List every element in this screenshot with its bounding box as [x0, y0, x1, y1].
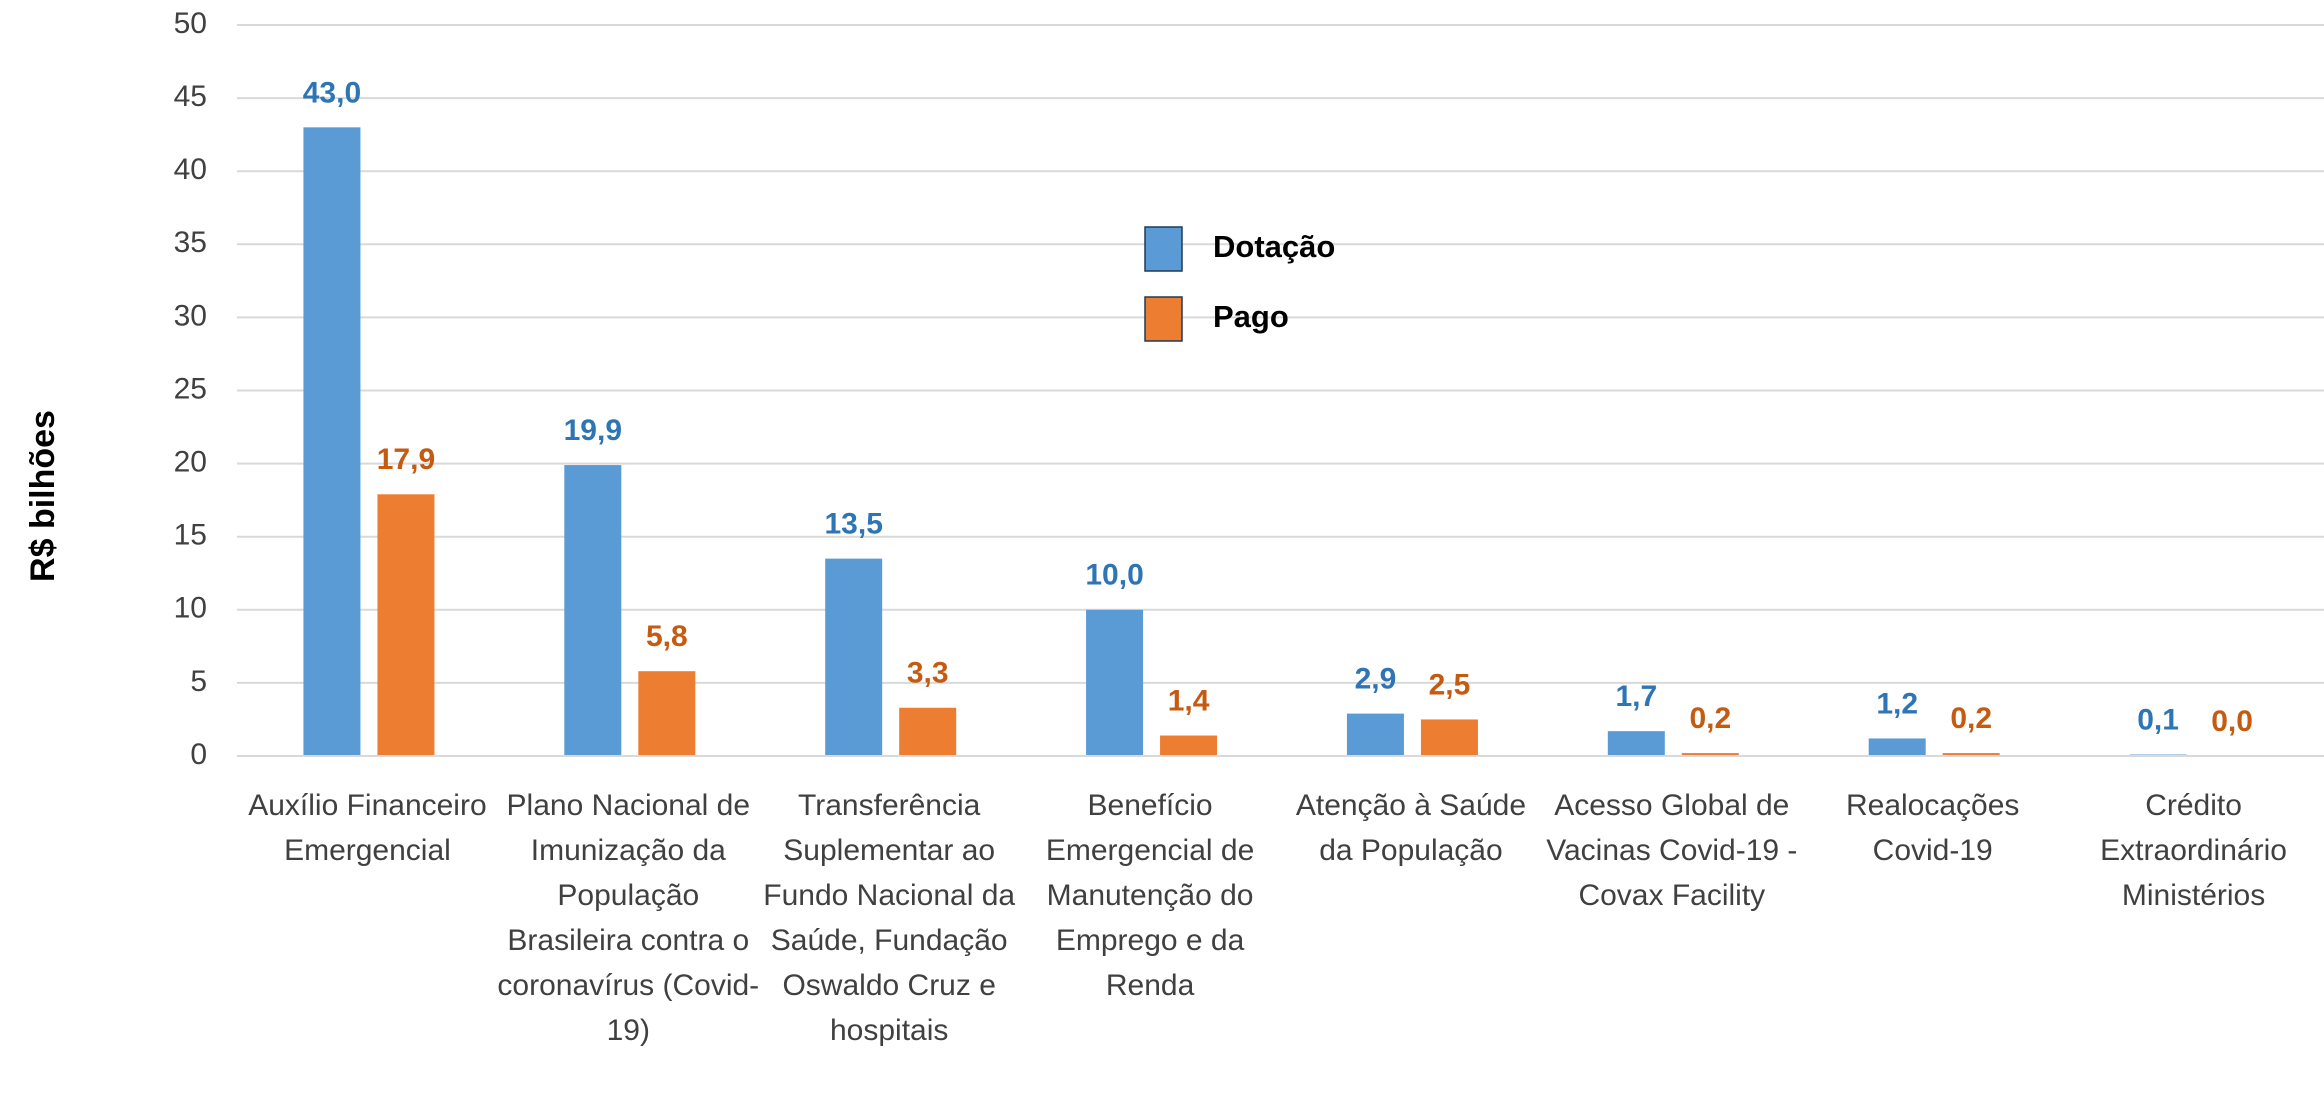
y-tick-label: 0 — [190, 738, 207, 771]
bar — [825, 558, 883, 756]
legend-swatch — [1144, 296, 1183, 342]
bar — [899, 707, 957, 756]
bar — [1942, 753, 2000, 756]
x-tick-label: Realocações Covid-19 — [1845, 789, 2020, 867]
y-tick-label: 10 — [174, 592, 207, 625]
x-tick-label: Benefício Emergencial de Manutenção do E… — [1045, 789, 1255, 1002]
y-tick-label: 30 — [174, 299, 207, 332]
y-tick-label: 20 — [174, 446, 207, 479]
value-label: 1,7 — [1615, 680, 1657, 713]
value-label: 2,5 — [1429, 668, 1471, 701]
y-tick-label: 50 — [174, 7, 207, 40]
value-label: 13,5 — [824, 508, 882, 541]
value-label: 2,9 — [1355, 663, 1397, 696]
x-tick-label: Acesso Global de Vacinas Covid-19 - Cova… — [1546, 789, 1798, 912]
value-label: 3,3 — [907, 657, 949, 690]
y-tick-label: 45 — [174, 80, 207, 113]
bar — [564, 465, 622, 756]
x-tick-label: Plano Nacional de Imunização da Populaçã… — [497, 789, 760, 1047]
y-tick-label: 5 — [190, 665, 207, 698]
bar — [638, 671, 696, 756]
x-tick-label: Atenção à Saúde da População — [1295, 789, 1527, 867]
bar — [1420, 719, 1478, 756]
value-label: 0,2 — [1689, 702, 1731, 735]
bar — [1346, 713, 1404, 756]
value-label: 0,0 — [2211, 705, 2253, 738]
legend-swatch — [1144, 226, 1183, 272]
x-tick-label: Auxílio Financeiro Emergencial — [248, 789, 487, 867]
legend-label: Pago — [1213, 299, 1289, 334]
legend-label: Dotação — [1213, 229, 1335, 264]
value-label: 5,8 — [646, 620, 688, 653]
value-label: 17,9 — [377, 443, 435, 476]
y-tick-label: 35 — [174, 226, 207, 259]
bar — [1868, 738, 1926, 756]
x-tick-label: Crédito Extraordinário Ministérios — [2100, 789, 2287, 912]
value-label: 0,1 — [2137, 703, 2179, 736]
bar — [377, 494, 435, 756]
y-tick-label: 40 — [174, 153, 207, 186]
value-label: 0,2 — [1950, 702, 1992, 735]
bar — [1681, 753, 1739, 756]
bar — [1607, 731, 1665, 756]
y-tick-label: 25 — [174, 372, 207, 405]
bar — [1160, 735, 1218, 756]
bar — [1086, 609, 1144, 756]
value-label: 43,0 — [303, 76, 361, 109]
y-tick-label: 15 — [174, 519, 207, 552]
y-axis-label: R$ bilhões — [24, 410, 62, 582]
value-label: 19,9 — [564, 414, 622, 447]
bar — [303, 127, 361, 757]
value-label: 10,0 — [1085, 559, 1143, 592]
value-label: 1,4 — [1168, 684, 1210, 717]
x-tick-label: Transferência Suplementar ao Fundo Nacio… — [763, 789, 1016, 1047]
value-label: 1,2 — [1876, 687, 1918, 720]
